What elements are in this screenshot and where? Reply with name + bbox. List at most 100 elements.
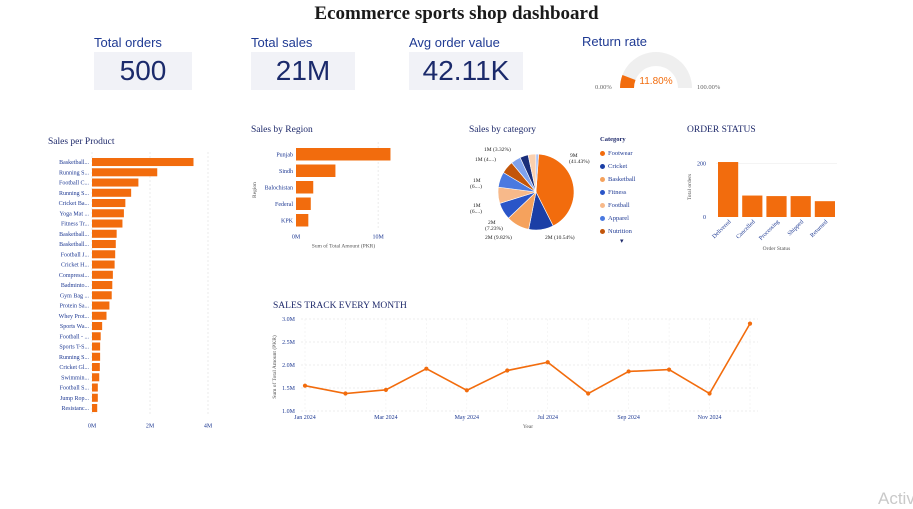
bar	[790, 196, 811, 217]
legend-swatch	[600, 216, 605, 221]
y-axis-title: Region	[252, 182, 258, 198]
sales-by-category-title: Sales by category	[469, 125, 537, 135]
y-tick-label: 2.5M	[282, 340, 296, 346]
slice-label: (7.23%)	[485, 225, 503, 232]
legend-swatch	[600, 177, 605, 182]
order-status-chart[interactable]: 200 0 Delivered Cancelled Processing Shipped R…	[682, 140, 842, 260]
category-label: Swimmin...	[61, 375, 89, 381]
data-point	[545, 360, 550, 365]
sales-per-product-chart[interactable]: 0M 2M 4M Basketball... Running S... Football …	[40, 150, 230, 435]
kpi-total-orders-value[interactable]: 500	[94, 52, 192, 90]
bar	[92, 168, 158, 177]
y-tick-label: 3.0M	[282, 317, 296, 323]
x-tick-label: Jan 2024	[294, 415, 316, 421]
sales-by-region-chart[interactable]: Punjab Sindh Balochistan Federal KPK 0M 10M Sum…	[246, 140, 406, 255]
legend-item[interactable]: Footwear	[600, 147, 680, 160]
data-point	[424, 366, 429, 371]
gauge-fill	[620, 74, 636, 88]
bar	[742, 195, 763, 217]
sales-by-category-chart[interactable]: 9M(41.43%) 2M (10.54%) 2M (9.82%) 2M(7.23%)…	[460, 140, 598, 245]
category-label: Balochistan	[265, 185, 293, 191]
category-legend: Category Footwear Cricket Basketball Fitnes…	[600, 136, 680, 245]
slice-label: 2M	[488, 220, 496, 226]
legend-swatch	[600, 203, 605, 208]
category-label: Sports T-S...	[59, 345, 89, 351]
legend-item[interactable]: Apparel	[600, 212, 680, 225]
sales-track-chart[interactable]: 1.0M 1.5M 2.0M 2.5M 3.0M Jan 2024 Mar 2024 May …	[268, 312, 768, 432]
category-label: Cancelled	[736, 219, 757, 240]
bar	[92, 352, 101, 361]
x-tick-label: 0M	[292, 235, 301, 241]
x-tick-label: 2M	[146, 423, 155, 429]
bar	[296, 181, 314, 194]
gauge-min-label: 0.00%	[595, 84, 612, 91]
bar	[92, 250, 116, 259]
y-tick-label: 0	[703, 215, 706, 221]
data-point	[343, 391, 348, 396]
category-label: Jump Rop...	[60, 396, 90, 402]
bar	[296, 164, 336, 177]
bar	[92, 322, 103, 331]
x-tick-label: 4M	[204, 423, 213, 429]
legend-item[interactable]: Basketball	[600, 173, 680, 186]
category-label: Gym Bag ...	[60, 293, 90, 299]
activation-watermark: Activ	[878, 489, 913, 508]
category-label: Football J...	[61, 252, 90, 258]
bar	[92, 219, 123, 228]
category-label: Fitness Tr...	[61, 222, 90, 228]
bar	[92, 199, 126, 208]
kpi-avg-order-label: Avg order value	[409, 35, 500, 50]
x-axis-title: Order Status	[763, 246, 791, 252]
bar	[92, 342, 101, 351]
legend-label: Apparel	[608, 215, 629, 222]
category-label: Basketball...	[59, 242, 89, 248]
slice-label: 1M (4....)	[475, 156, 496, 163]
legend-scroll-down-icon[interactable]: ▾	[620, 237, 624, 245]
legend-swatch	[600, 151, 605, 156]
bar	[92, 404, 98, 413]
gauge-track	[620, 52, 692, 88]
category-label: Delivered	[712, 219, 733, 240]
category-label: Compressi...	[59, 273, 90, 279]
category-label: Sindh	[279, 169, 293, 175]
bar	[92, 209, 124, 218]
legend-item[interactable]: Football	[600, 199, 680, 212]
data-point	[464, 388, 469, 393]
slice-label: 2M (10.54%)	[545, 234, 575, 241]
slice-label: 1M (3.32%)	[484, 146, 511, 153]
kpi-total-sales-label: Total sales	[251, 35, 313, 50]
legend-item[interactable]: Cricket	[600, 160, 680, 173]
category-label: Processing	[758, 219, 781, 242]
return-rate-gauge[interactable]: 11.80% 0.00% 100.00%	[590, 48, 740, 98]
category-label: Protein Sa...	[60, 304, 90, 310]
x-tick-label: 10M	[372, 235, 384, 241]
category-label: Whey Prot...	[59, 314, 90, 320]
bar	[92, 178, 139, 187]
bar	[92, 383, 98, 392]
legend-title: Category	[600, 136, 626, 143]
bar	[92, 301, 110, 310]
bar	[766, 196, 787, 217]
legend-label: Football	[608, 202, 630, 209]
x-tick-label: Jul 2024	[537, 415, 558, 421]
category-label: Yoga Mat ...	[59, 211, 89, 217]
x-axis-title: Sum of Total Amount (PKR)	[312, 243, 376, 250]
category-label: Shipped	[787, 219, 805, 237]
category-label: Cricket Ba...	[59, 201, 90, 207]
category-label: KPK	[281, 218, 294, 224]
x-tick-label: Sep 2024	[617, 415, 640, 421]
x-tick-label: Mar 2024	[374, 415, 398, 421]
legend-label: Fitness	[608, 189, 627, 196]
slice-label: 2M (9.82%)	[485, 234, 512, 241]
order-status-title: ORDER STATUS	[687, 125, 756, 135]
kpi-total-sales-value[interactable]: 21M	[251, 52, 355, 90]
legend-item[interactable]: Nutrition	[600, 225, 680, 238]
category-label: Cricket Gl...	[59, 365, 89, 371]
dashboard-title: Ecommerce sports shop dashboard	[314, 3, 599, 24]
legend-swatch	[600, 229, 605, 234]
sales-by-region-title: Sales by Region	[251, 125, 313, 135]
legend-item[interactable]: Fitness	[600, 186, 680, 199]
kpi-avg-order-value[interactable]: 42.11K	[409, 52, 523, 90]
data-point	[302, 383, 308, 388]
data-point	[666, 367, 672, 372]
